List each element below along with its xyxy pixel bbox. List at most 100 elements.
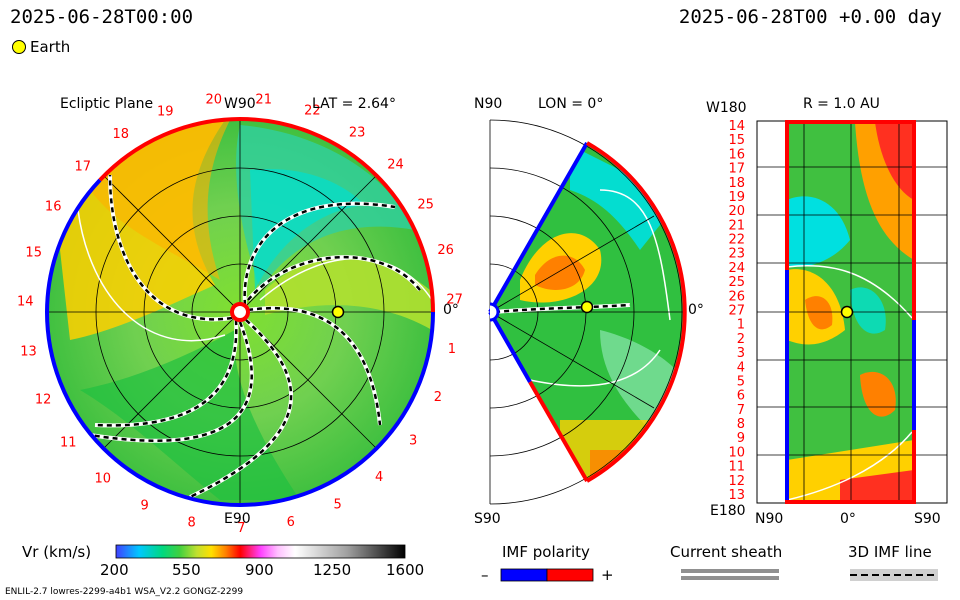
rotation-number: 12	[728, 474, 745, 489]
carrington-number: 6	[287, 515, 295, 530]
ecliptic-title: Ecliptic Plane	[60, 96, 154, 112]
carrington-number: 9	[140, 499, 148, 514]
rotation-number: 1	[737, 318, 745, 333]
carrington-number-ring: 20 21222324252627123456789101112131415161…	[17, 92, 463, 536]
rotation-number: 14	[728, 119, 745, 134]
model-info-footer: ENLIL-2.7 lowres-2299-a4b1 WSA_V2.2 GONG…	[5, 587, 244, 597]
meridional-bottom-label: S90	[474, 511, 501, 527]
rotation-number: 22	[728, 233, 745, 248]
timestamp-left: 2025-06-28T00:00	[10, 6, 194, 28]
imf-minus-label: –	[481, 566, 489, 584]
colorbar-label: Vr (km/s)	[22, 543, 92, 561]
rotation-number: 9	[737, 431, 745, 446]
radial-x-label-s90: S90	[914, 511, 941, 527]
carrington-number: 13	[20, 345, 37, 360]
carrington-number: 15	[25, 246, 42, 261]
timestamp-right: 2025-06-28T00 +0.00 day	[678, 6, 942, 28]
carrington-number: 23	[349, 126, 366, 141]
carrington-number: 1	[448, 342, 456, 357]
rotation-number: 23	[728, 247, 745, 262]
sun-marker	[230, 302, 250, 322]
carrington-number: 5	[333, 498, 341, 513]
rotation-number: 13	[728, 488, 745, 503]
radial-surface-panel	[756, 120, 948, 504]
carrington-number: 10	[95, 472, 112, 487]
latitude-label: LAT = 2.64°	[312, 96, 396, 112]
rotation-number: 25	[728, 275, 745, 290]
radial-x-label-0: 0°	[840, 511, 856, 527]
current-sheath-title: Current sheath	[670, 543, 783, 561]
rotation-number: 10	[728, 445, 745, 460]
imf-plus-label: +	[601, 566, 614, 584]
carrington-number: 26	[437, 243, 454, 258]
carrington-number: 4	[375, 470, 383, 485]
earth-marker	[331, 305, 345, 319]
radial-x-label-n90: N90	[755, 511, 784, 527]
radial-top-left-label: W180	[706, 100, 747, 116]
carrington-number: 11	[60, 435, 77, 450]
current-sheath-line	[77, 209, 226, 342]
imf-field-lines	[89, 174, 421, 499]
colorbar-tick: 200	[100, 561, 129, 579]
rotation-number: 6	[737, 389, 745, 404]
colorbar-tick: 1250	[313, 561, 352, 579]
carrington-number: 8	[187, 516, 195, 531]
rotation-number: 8	[737, 417, 745, 432]
imf-line-swatch	[850, 569, 938, 581]
ecliptic-bottom-label: E90	[224, 511, 251, 527]
rotation-number: 5	[737, 375, 745, 390]
rotation-number: 27	[728, 304, 745, 319]
carrington-number: 18	[113, 127, 130, 142]
carrington-number: 17	[75, 159, 92, 174]
rotation-number: 11	[728, 460, 745, 475]
earth-legend-label: Earth	[30, 38, 71, 56]
imf-positive-swatch	[546, 568, 594, 582]
rotation-number: 18	[728, 176, 745, 191]
radial-bottom-left-label: E180	[710, 503, 746, 519]
carrington-number: 21	[255, 92, 272, 107]
rotation-number-column: 1415161718192021222324252627123456789101…	[728, 119, 745, 503]
imf-negative-swatch	[500, 568, 548, 582]
rotation-number: 16	[728, 147, 745, 162]
carrington-number: 14	[17, 295, 34, 310]
rotation-number: 3	[737, 346, 745, 361]
carrington-number: 2	[434, 390, 442, 405]
earth-marker-icon	[12, 40, 26, 54]
carrington-number: 25	[417, 197, 434, 212]
rotation-number: 20	[728, 204, 745, 219]
rotation-number: 4	[737, 360, 745, 375]
rotation-number: 19	[728, 190, 745, 205]
colorbar-tick: 1600	[386, 561, 425, 579]
meridional-plane-panel	[488, 119, 687, 505]
carrington-number: 16	[45, 200, 62, 215]
carrington-number: 20	[206, 93, 223, 108]
carrington-number: 7	[237, 521, 245, 536]
ecliptic-plane-panel	[45, 117, 435, 507]
ecliptic-top-label: W90	[224, 96, 256, 112]
current-sheath-swatch	[681, 569, 779, 580]
rotation-number: 7	[737, 403, 745, 418]
rotation-number: 2	[737, 332, 745, 347]
rotation-number: 26	[728, 289, 745, 304]
imf-line-title: 3D IMF line	[848, 543, 932, 561]
meridional-top-label: N90	[474, 96, 503, 112]
vr-colorbar	[115, 544, 406, 559]
rotation-number: 17	[728, 162, 745, 177]
rotation-number: 24	[728, 261, 745, 276]
rotation-number: 15	[728, 133, 745, 148]
carrington-number: 24	[387, 158, 404, 173]
carrington-number: 22	[304, 104, 321, 119]
colorbar-tick: 900	[245, 561, 274, 579]
imf-polarity-title: IMF polarity	[502, 543, 590, 561]
rotation-number: 21	[728, 218, 745, 233]
carrington-number: 19	[157, 104, 174, 119]
meridional-right-label: 0°	[688, 302, 704, 318]
ecliptic-right-label: 0°	[443, 302, 459, 318]
radial-title: R = 1.0 AU	[803, 96, 880, 112]
carrington-number: 12	[35, 392, 52, 407]
colorbar-tick: 550	[172, 561, 201, 579]
carrington-number: 27	[446, 292, 463, 307]
longitude-label: LON = 0°	[538, 96, 604, 112]
carrington-number: 3	[409, 433, 417, 448]
